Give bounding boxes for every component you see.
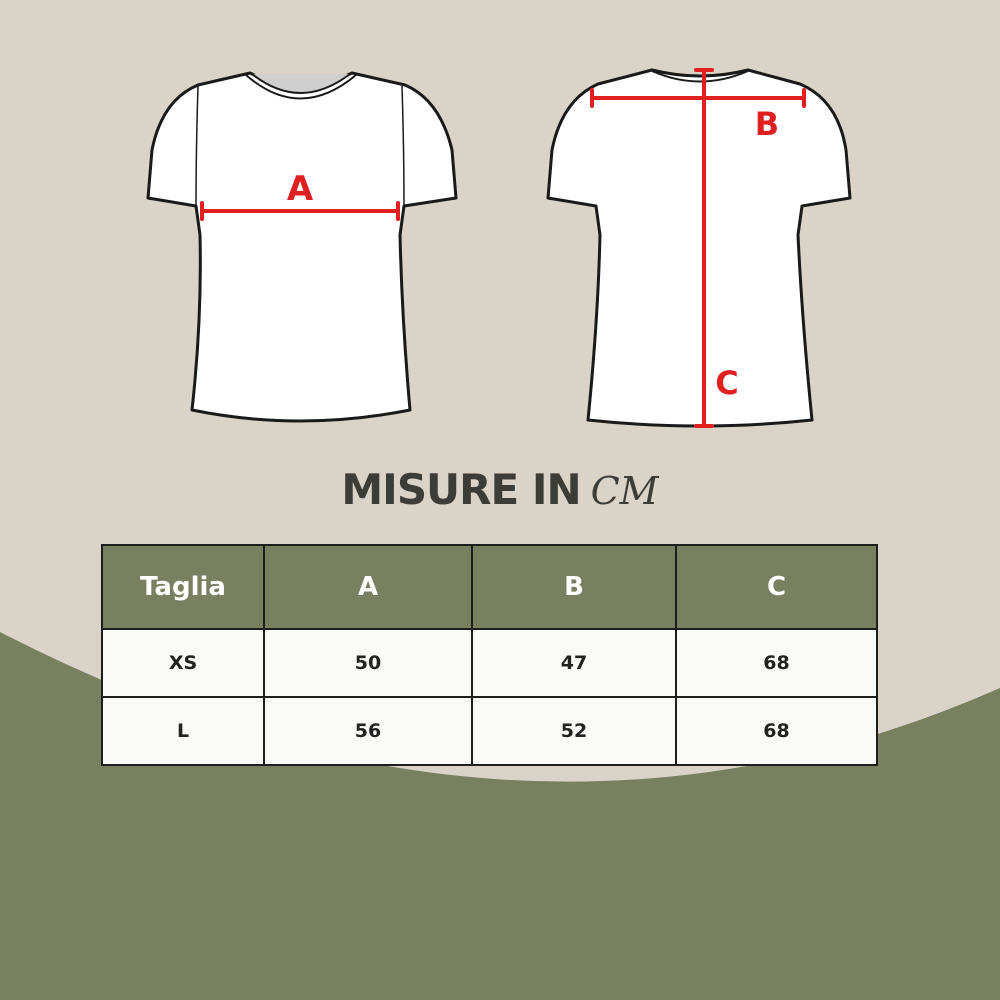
table-header: Taglia A B C <box>101 544 878 630</box>
table-row: XS 50 47 68 <box>101 628 878 698</box>
label-c: C <box>715 364 738 402</box>
front-tshirt <box>146 71 458 423</box>
header-a: A <box>263 544 473 630</box>
label-b: B <box>755 105 779 143</box>
header-c: C <box>675 544 878 630</box>
cell-b: 47 <box>471 628 677 698</box>
header-size: Taglia <box>101 544 265 630</box>
tshirt-diagram: A B C <box>146 68 852 428</box>
cell-a: 50 <box>263 628 473 698</box>
cell-b: 52 <box>471 696 677 766</box>
table-row: L 56 52 68 <box>101 696 878 766</box>
label-a: A <box>287 169 314 209</box>
cell-size: L <box>101 696 265 766</box>
page-title: MISURE IN CM <box>0 465 1000 514</box>
cell-a: 56 <box>263 696 473 766</box>
back-tshirt <box>546 68 852 428</box>
header-b: B <box>471 544 677 630</box>
cell-c: 68 <box>675 696 878 766</box>
title-main: MISURE IN <box>341 465 581 514</box>
cell-c: 68 <box>675 628 878 698</box>
measure-lines <box>200 68 806 428</box>
cell-size: XS <box>101 628 265 698</box>
size-table: Taglia A B C XS 50 47 68 L 56 52 68 <box>101 544 878 766</box>
title-unit: CM <box>590 469 659 513</box>
